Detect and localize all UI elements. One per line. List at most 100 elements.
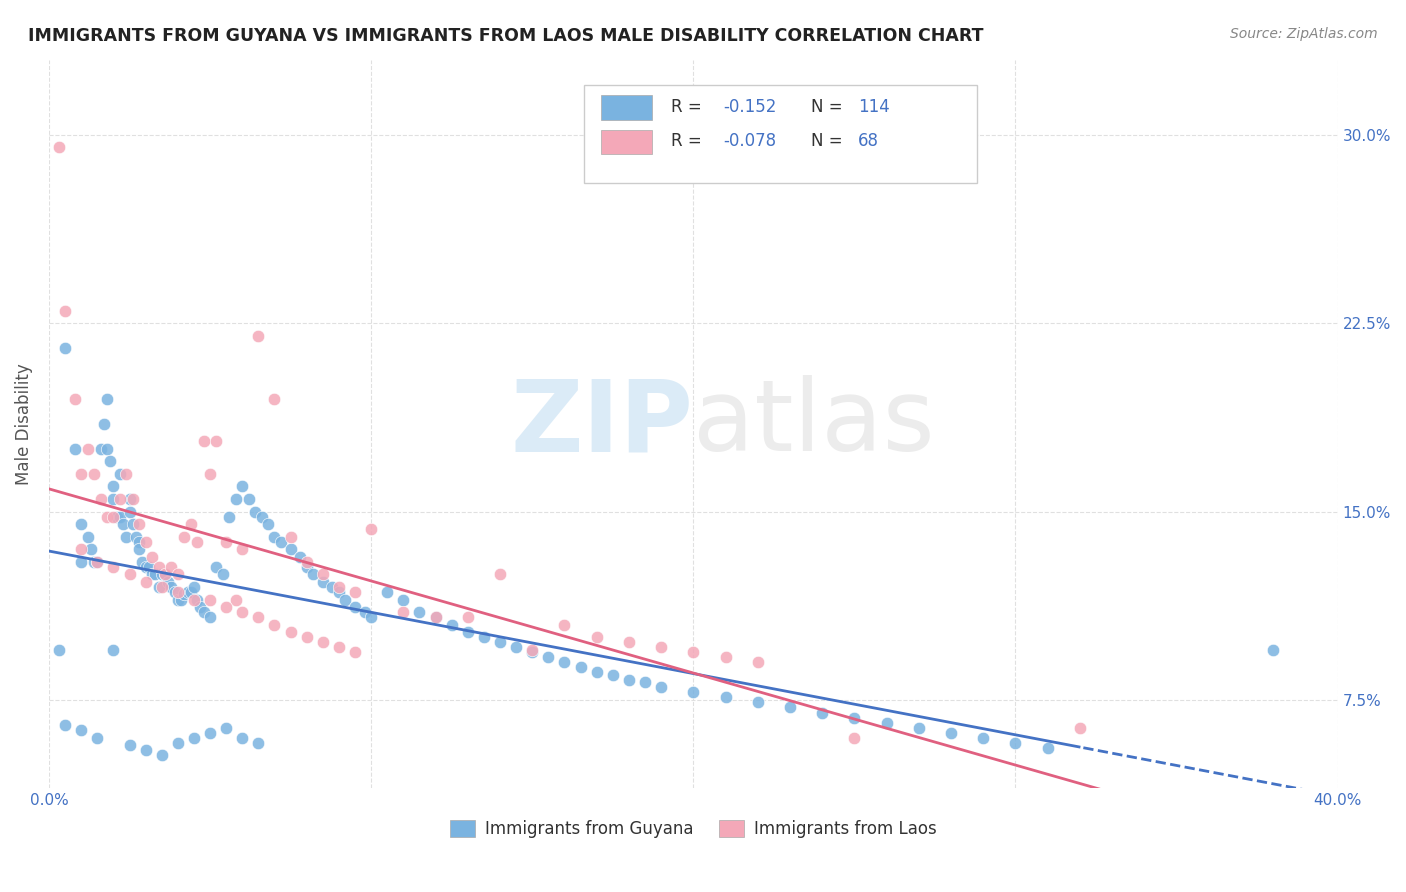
Point [80, 542, 103, 557]
Text: R =: R = [672, 98, 707, 116]
Point [103, 642, 125, 657]
Text: Source: ZipAtlas.com: Source: ZipAtlas.com [1230, 27, 1378, 41]
Point [150, 748, 173, 763]
Point [183, 731, 205, 745]
Point [682, 645, 704, 659]
Point [231, 479, 253, 493]
Point [121, 517, 143, 532]
FancyBboxPatch shape [583, 85, 977, 184]
Text: R =: R = [672, 132, 707, 150]
Point [115, 530, 138, 544]
Legend: Immigrants from Guyana, Immigrants from Laos: Immigrants from Guyana, Immigrants from … [443, 814, 943, 845]
Point [128, 517, 150, 532]
Point [876, 715, 898, 730]
Point [173, 530, 195, 544]
Point [505, 640, 527, 655]
Point [212, 567, 235, 582]
Text: N =: N = [811, 132, 848, 150]
Point [118, 567, 141, 582]
Point [290, 549, 312, 564]
Point [103, 491, 125, 506]
Point [83, 555, 105, 569]
Point [392, 592, 415, 607]
Point [76, 442, 98, 456]
Point [198, 592, 221, 607]
Point [190, 600, 212, 615]
Point [238, 491, 260, 506]
Point [263, 392, 285, 406]
Point [89, 491, 111, 506]
Point [70, 555, 93, 569]
Point [166, 567, 188, 582]
Point [128, 534, 150, 549]
Point [312, 635, 335, 649]
Point [96, 392, 118, 406]
FancyBboxPatch shape [600, 95, 652, 120]
Point [86, 731, 108, 745]
Point [247, 328, 270, 343]
Point [186, 592, 208, 607]
Point [176, 585, 198, 599]
Point [425, 610, 447, 624]
Point [263, 617, 285, 632]
Point [335, 592, 357, 607]
Point [70, 517, 93, 532]
Point [425, 610, 447, 624]
Point [141, 549, 163, 564]
Point [215, 600, 238, 615]
Point [231, 542, 253, 557]
Point [312, 574, 335, 589]
Point [215, 721, 238, 735]
Point [103, 559, 125, 574]
Point [295, 559, 318, 574]
Point [328, 580, 350, 594]
Point [150, 567, 173, 582]
Point [472, 630, 495, 644]
Point [173, 587, 195, 601]
Point [939, 725, 962, 739]
Point [270, 534, 292, 549]
Point [198, 467, 221, 481]
Point [280, 625, 302, 640]
Point [86, 555, 108, 569]
Point [231, 605, 253, 619]
Point [295, 555, 318, 569]
Point [585, 665, 607, 680]
Point [48, 642, 70, 657]
Point [747, 655, 769, 669]
Point [231, 731, 253, 745]
Point [360, 522, 382, 536]
Point [103, 479, 125, 493]
Point [225, 592, 247, 607]
Point [108, 509, 131, 524]
Point [180, 585, 202, 599]
Point [250, 509, 273, 524]
Point [375, 585, 398, 599]
Point [186, 534, 208, 549]
Point [569, 660, 592, 674]
Point [125, 530, 148, 544]
Point [160, 580, 183, 594]
Point [118, 738, 141, 752]
Point [522, 645, 544, 659]
Point [344, 645, 367, 659]
Point [115, 467, 138, 481]
Point [63, 442, 86, 456]
Point [280, 530, 302, 544]
Point [489, 635, 512, 649]
Point [247, 610, 270, 624]
Point [263, 530, 285, 544]
Point [98, 454, 121, 468]
Point [280, 542, 302, 557]
Text: atlas: atlas [693, 376, 935, 472]
Text: N =: N = [811, 98, 848, 116]
Point [153, 567, 176, 582]
Point [135, 743, 157, 757]
Point [682, 685, 704, 699]
Point [160, 559, 183, 574]
Point [148, 580, 170, 594]
Point [457, 625, 479, 640]
Point [617, 673, 640, 687]
Point [489, 567, 512, 582]
Point [183, 592, 205, 607]
